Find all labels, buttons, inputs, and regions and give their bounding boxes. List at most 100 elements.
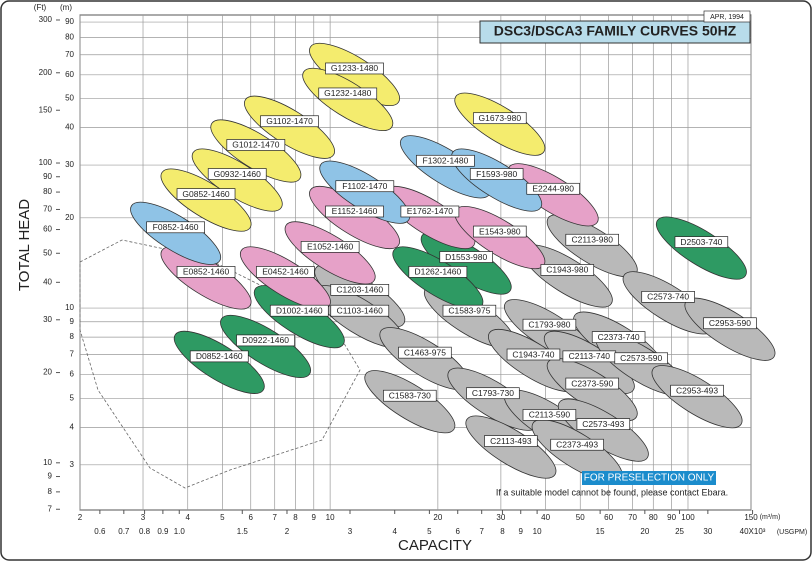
model-label-box xyxy=(526,182,580,195)
model-label: F0852-1460 xyxy=(153,222,199,232)
model-label-box xyxy=(565,233,619,246)
model-label-box xyxy=(146,221,205,234)
y-tick-label: 3 xyxy=(70,460,75,469)
model-label: C2373-740 xyxy=(598,332,640,342)
model-label-box xyxy=(300,241,360,253)
x-tick-label: 100 xyxy=(681,513,695,522)
model-label-box xyxy=(522,318,577,331)
model-label: C1793-980 xyxy=(528,319,570,329)
model-label: E1762-1470 xyxy=(407,206,454,216)
model-label-box xyxy=(670,384,724,397)
model-label: C2573-493 xyxy=(582,419,624,429)
model-label-box xyxy=(439,251,493,263)
x2-tick-label: 7 xyxy=(479,527,484,536)
model-label: D1262-1460 xyxy=(414,267,461,277)
x2-tick-label: 6 xyxy=(455,527,460,536)
x-tick-label: 4 xyxy=(185,513,190,522)
model-label-box xyxy=(674,236,729,248)
x2-tick-label: 0.8 xyxy=(139,527,151,536)
pump-region xyxy=(220,314,311,378)
x-tick-label: 2 xyxy=(78,513,83,522)
x2-tick-label: 0.6 xyxy=(94,527,106,536)
model-label-box xyxy=(416,154,475,167)
model-label: D0922-1460 xyxy=(242,335,289,345)
y2-tick-label: 8 xyxy=(48,487,53,496)
model-label: F1102-1470 xyxy=(342,181,387,191)
model-label: C2113-980 xyxy=(572,235,614,245)
y-tick-label: 20 xyxy=(65,213,74,222)
model-label-box xyxy=(442,304,497,317)
y2-tick-label: 10 xyxy=(43,458,52,467)
model-label-box xyxy=(256,266,315,278)
x-tick-label: 30 xyxy=(496,513,505,522)
x-axis-title: CAPACITY xyxy=(398,537,472,554)
model-label: D0852-1460 xyxy=(196,351,243,361)
x-tick-label: 20 xyxy=(433,513,442,522)
model-label: C2953-493 xyxy=(676,385,718,395)
y-unit: (m) xyxy=(60,3,72,12)
model-label-box xyxy=(318,87,378,100)
model-label-box xyxy=(398,346,452,359)
x2-tick-label: 20 xyxy=(640,527,649,536)
pump-region xyxy=(210,119,302,183)
model-label-box xyxy=(176,266,236,278)
y-tick-label: 10 xyxy=(65,303,74,312)
y2-tick-label: 200 xyxy=(39,68,53,77)
model-label-box xyxy=(325,62,384,75)
model-label: D2503-740 xyxy=(680,237,722,247)
model-label: C2573-590 xyxy=(620,353,662,363)
model-label-box xyxy=(408,266,468,278)
model-label: C1943-980 xyxy=(546,265,588,275)
model-label: F1593-980 xyxy=(476,169,517,179)
model-label-box xyxy=(189,350,249,363)
date-box xyxy=(703,10,751,23)
x-tick-label: 60 xyxy=(604,513,613,522)
y-tick-label: 60 xyxy=(65,70,74,79)
y2-tick-label: 40 xyxy=(43,277,52,286)
x2-tick-label: 2 xyxy=(285,527,290,536)
model-label-box xyxy=(473,225,527,238)
x2-tick-label: 3 xyxy=(348,527,353,536)
model-label-box xyxy=(330,284,390,296)
x-tick-label: 150 xyxy=(744,513,758,522)
pump-region xyxy=(651,365,743,429)
x2-tick-label: 30 xyxy=(703,527,712,536)
x-tick-label: 7 xyxy=(272,513,277,522)
x-tick-label: 5 xyxy=(220,513,225,522)
y-tick-label: 30 xyxy=(65,160,74,169)
y-tick-label: 90 xyxy=(65,17,74,26)
model-label-box xyxy=(383,389,437,402)
pump-region xyxy=(507,163,599,227)
x2-tick-label: 15 xyxy=(596,527,605,536)
x2-tick-label: 4 xyxy=(392,527,397,536)
x2-tick-label: 40X10³ xyxy=(740,527,766,536)
model-label-box xyxy=(176,188,236,200)
model-label-box xyxy=(641,291,695,303)
x2-tick-label: 25 xyxy=(675,527,684,536)
model-label: C1583-730 xyxy=(389,390,431,400)
model-label: G0932-1460 xyxy=(214,169,262,179)
x2-tick-label: 8 xyxy=(500,527,505,536)
model-label: C1103-1460 xyxy=(337,305,383,315)
y2-tick-label: 20 xyxy=(43,368,52,377)
pump-region xyxy=(160,168,252,232)
x2-tick-label: 1.5 xyxy=(237,527,249,536)
x-tick-label: 8 xyxy=(293,513,298,522)
x-unit: (m³/m) xyxy=(760,514,781,521)
model-label: G0852-1460 xyxy=(182,189,230,199)
y2-tick-label: 80 xyxy=(43,187,52,196)
y-tick-label: 8 xyxy=(70,332,75,341)
y2-tick-label: 150 xyxy=(39,105,53,114)
model-label-box xyxy=(550,438,604,451)
x2-tick-label: 10 xyxy=(533,527,542,536)
model-label: E0452-1460 xyxy=(262,267,309,277)
envelope-outline xyxy=(79,239,361,489)
y-tick-label: 80 xyxy=(65,32,74,41)
model-label-box xyxy=(469,168,524,180)
model-label: C2113-590 xyxy=(529,410,571,420)
model-label-box xyxy=(591,331,646,343)
y-tick-label: 9 xyxy=(70,317,75,326)
y-tick-label: 5 xyxy=(70,393,75,402)
model-label: C2373-590 xyxy=(571,378,613,388)
